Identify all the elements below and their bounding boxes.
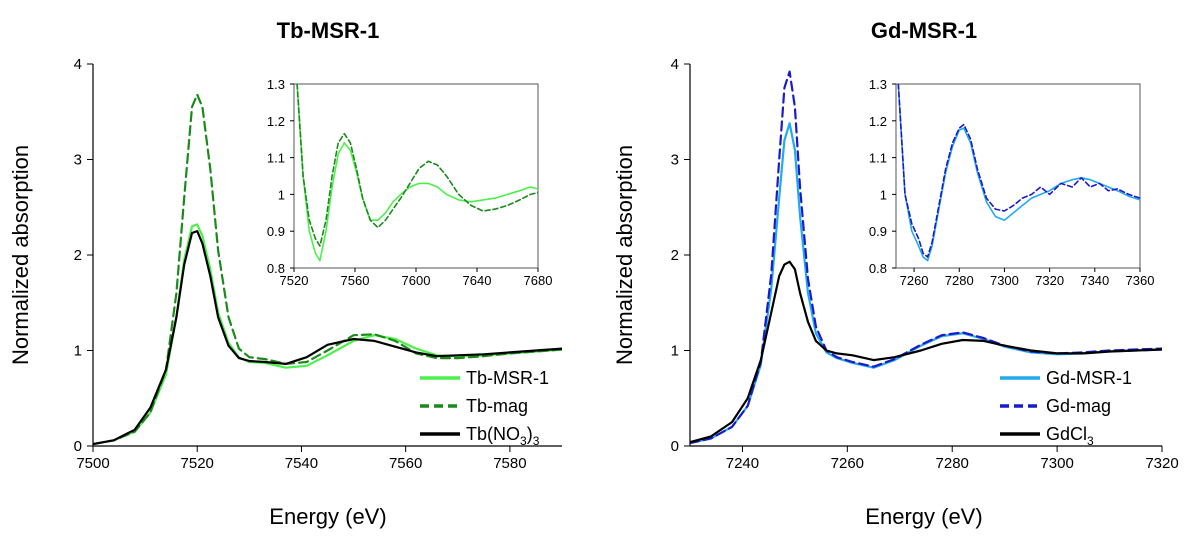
tb-inset-frame [293,83,539,269]
gd-main-x-tick-label: 7320 [1145,455,1178,472]
tb-x-axis-label: Energy (eV) [269,504,386,529]
gd-inset-x-tick-label: 7340 [1080,273,1109,288]
gd-main-y-tick-label: 0 [671,438,679,455]
tb-chart-title: Tb-MSR-1 [277,18,380,43]
gd-inset-series-gd-msr-1 [897,84,1140,262]
tb-inset-y-tick-label: 1.2 [267,114,285,129]
gd-main-x-tick-label: 7300 [1040,455,1073,472]
tb-main-x-tick-label: 7520 [181,455,214,472]
tb-inset-y-tick-label: 1.3 [267,77,285,92]
gd-main-y-tick-label: 2 [671,247,679,264]
tb-inset-y-tick-label: 0.9 [267,224,285,239]
tb-main-x-tick-label: 7500 [76,455,109,472]
tb-inset-y-tick-label: 1 [278,187,285,202]
tb-main-series-tb-mag [93,93,562,446]
gd-inset-y-tick-label: 1.3 [869,77,887,92]
tb-main-y-tick-label: 4 [74,56,82,73]
tb-main-y-tick-label: 0 [74,438,82,455]
tb-y-axis-label: Normalized absorption [8,145,33,365]
tb-inset-y-tick-label: 1.1 [267,151,285,166]
gd-main-x-tick-label: 7260 [831,455,864,472]
gd-inset-y-tick-label: 0.9 [869,224,887,239]
gd-main-x-tick-label: 7240 [726,455,759,472]
gd-inset-y-tick-label: 1 [880,187,887,202]
gd-chart: Gd-MSR-1 Energy (eV) Normalized absorpti… [612,18,1179,529]
gd-inset-series-gd-mag [897,84,1140,258]
gd-inset-x-tick-label: 7320 [1035,273,1064,288]
gd-legend-label: GdCl3 [1046,424,1094,448]
tb-main-series-tb-no3-3 [93,230,562,446]
gd-chart-title: Gd-MSR-1 [871,18,977,43]
tb-inset-x-tick-label: 7680 [524,273,553,288]
tb-main-y-tick-label: 3 [74,152,82,169]
tb-inset-y-tick-label: 0.8 [267,261,285,276]
tb-chart: Tb-MSR-1 Energy (eV) Normalized absorpti… [8,18,562,529]
gd-inset-frame [895,83,1141,269]
gd-inset-x-tick-label: 7300 [990,273,1019,288]
gd-main-y-tick-label: 4 [671,56,679,73]
tb-main-x-tick-label: 7560 [389,455,422,472]
gd-inset-y-tick-label: 1.1 [869,151,887,166]
gd-main-series-gdcl3 [690,260,1162,444]
gd-y-axis-label: Normalized absorption [612,145,637,365]
tb-main-y-tick-label: 2 [74,247,82,264]
gd-x-axis-label: Energy (eV) [865,504,982,529]
tb-inset-series-tb-msr-1 [296,84,538,262]
tb-inset-series-tb-mag [296,84,538,247]
gd-legend-label: Gd-MSR-1 [1046,368,1132,388]
tb-main-x-tick-label: 7580 [493,455,526,472]
gd-inset-x-tick-label: 7360 [1126,273,1155,288]
gd-main-x-tick-label: 7280 [936,455,969,472]
gd-main-y-tick-label: 3 [671,152,679,169]
gd-legend-label: Gd-mag [1046,396,1111,416]
gd-inset-y-tick-label: 1.2 [869,114,887,129]
tb-legend-label: Tb(NO3)3 [466,424,540,448]
gd-inset-y-tick-label: 0.8 [869,261,887,276]
tb-legend-label: Tb-MSR-1 [466,368,549,388]
tb-main-x-tick-label: 7540 [285,455,318,472]
gd-inset-x-tick-label: 7280 [945,273,974,288]
tb-legend-label: Tb-mag [466,396,528,416]
tb-main-y-tick-label: 1 [74,343,82,360]
tb-inset-x-tick-label: 7560 [341,273,370,288]
tb-inset-x-tick-label: 7520 [280,273,309,288]
gd-inset-x-tick-label: 7260 [900,273,929,288]
tb-inset-x-tick-label: 7640 [463,273,492,288]
tb-inset-x-tick-label: 7600 [402,273,431,288]
gd-main-y-tick-label: 1 [671,343,679,360]
